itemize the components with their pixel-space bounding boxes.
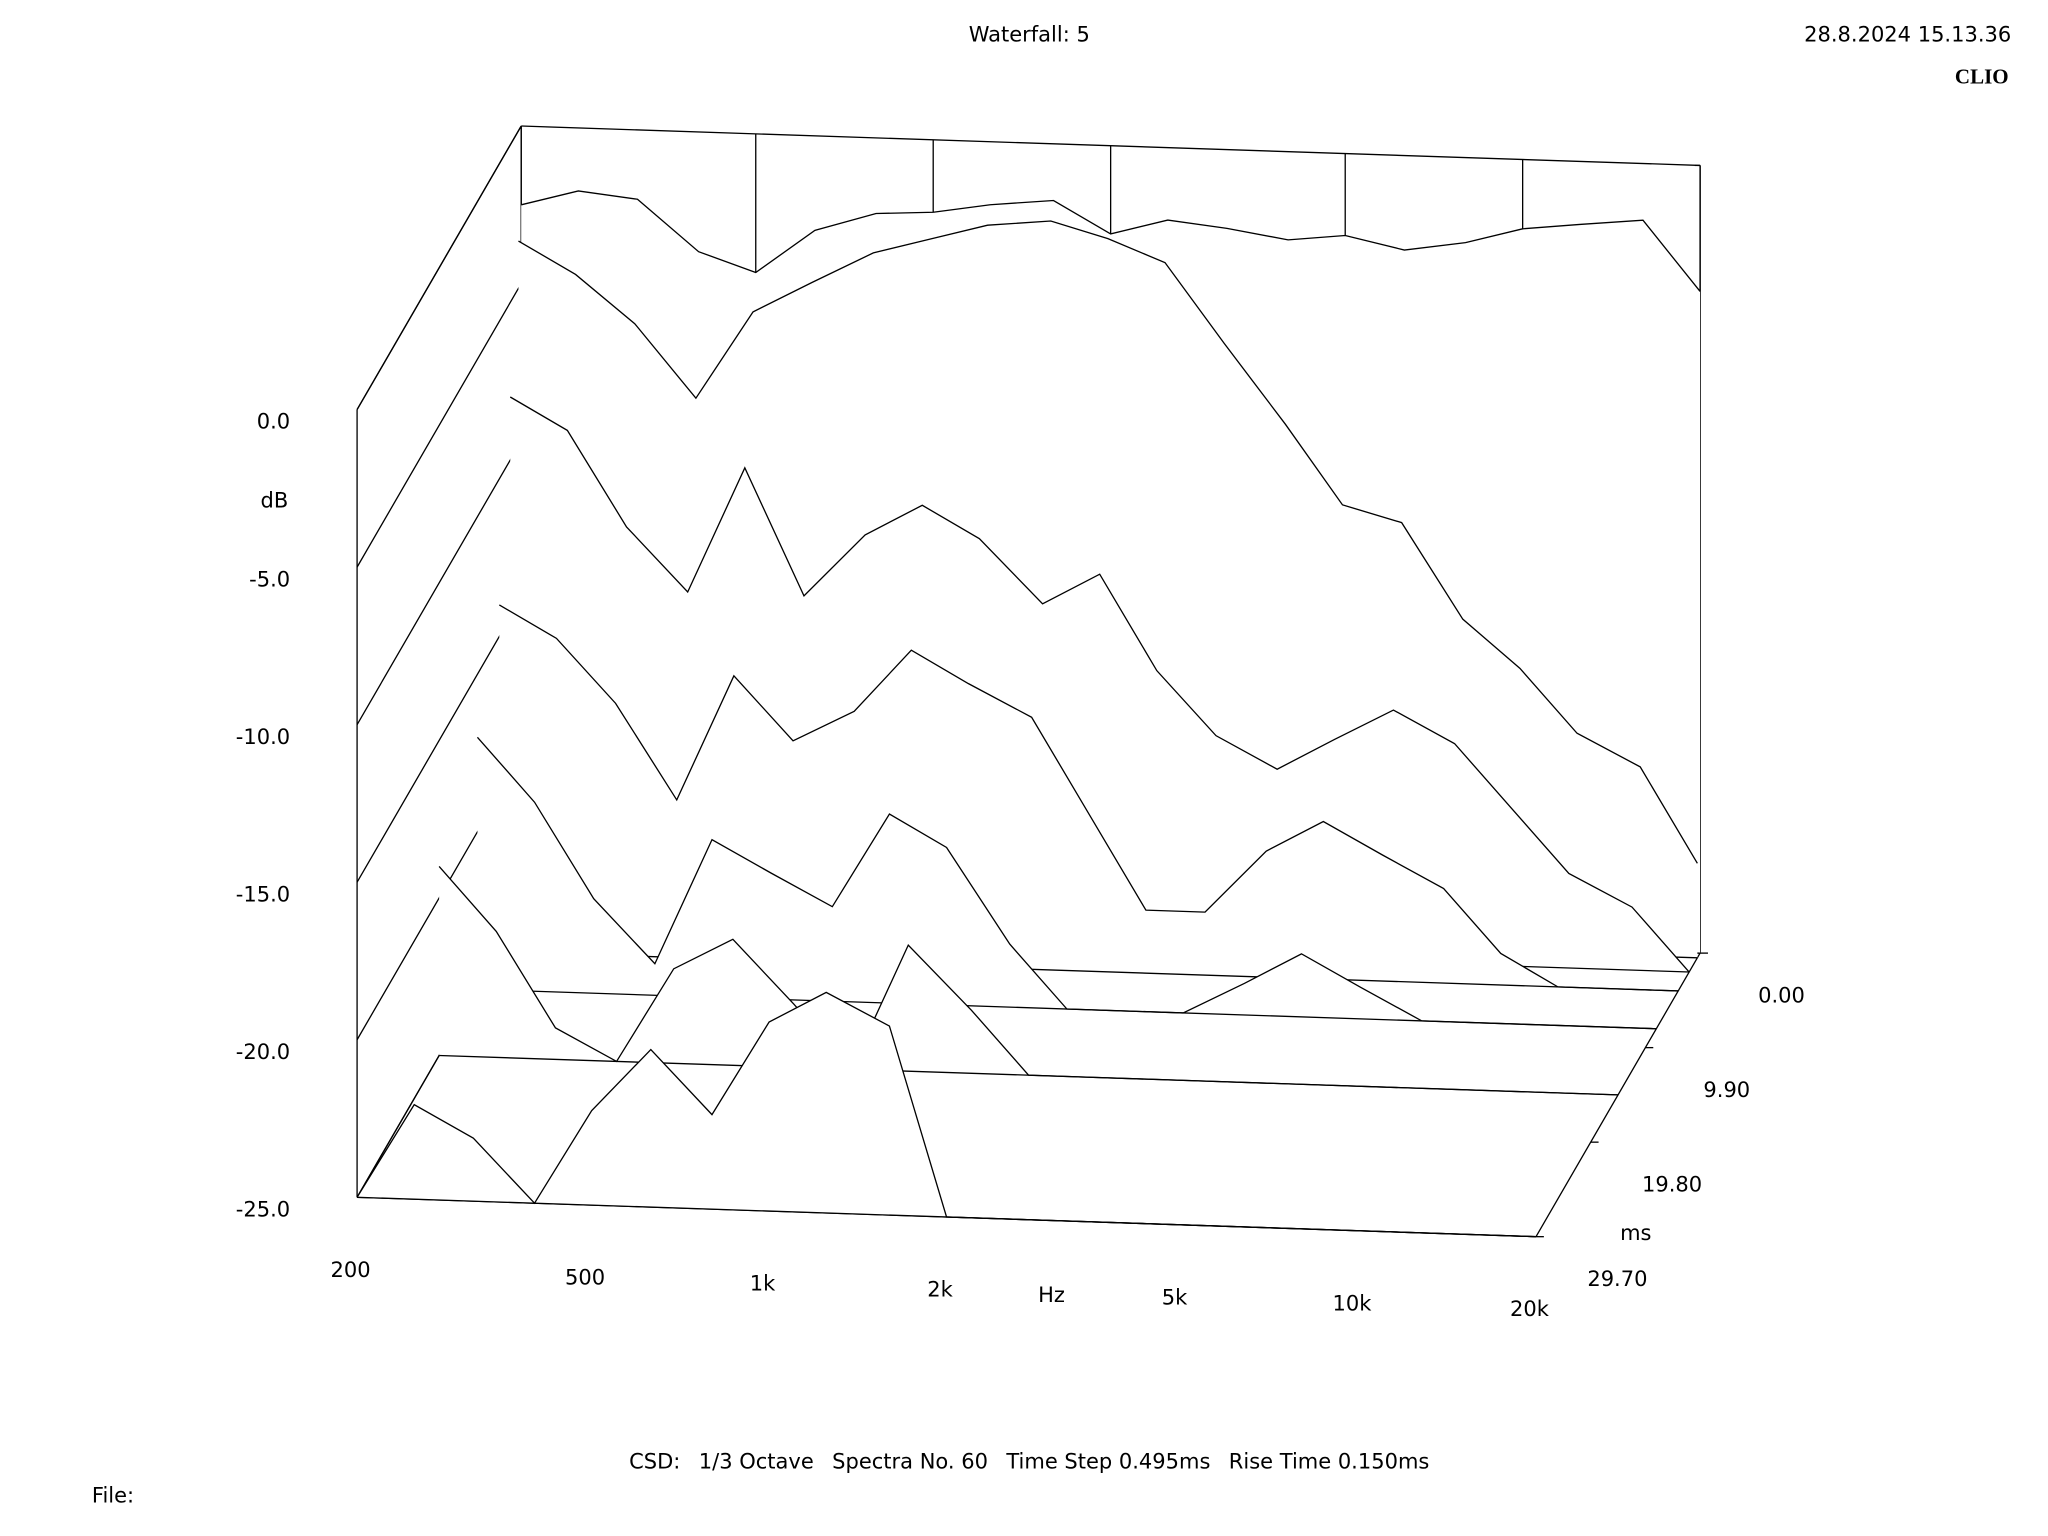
grid-line [356, 440, 522, 726]
spectrum-line [356, 991, 1537, 1238]
x-tick-label: 200 [330, 1258, 370, 1282]
spectrum-mask [357, 992, 1537, 1237]
x-tick-label: 5k [1162, 1285, 1188, 1309]
spectrum-mask [477, 737, 1657, 1029]
file-label: File: [92, 1484, 134, 1508]
y-axis-label: dB [261, 488, 289, 512]
y-tick-label: -20.0 [236, 1040, 290, 1064]
date: 28.8.2024 15.13.36 [1804, 22, 2011, 46]
footer-item: Spectra No. 60 [832, 1449, 988, 1473]
grid-line [356, 283, 522, 568]
x-tick-label: 2k [927, 1278, 953, 1302]
x-tick-label: 10k [1333, 1291, 1373, 1315]
footer-item: 1/3 Octave [699, 1449, 814, 1473]
grid-line [356, 125, 522, 410]
y-tick-label: -15.0 [236, 882, 290, 906]
y-tick-label: -25.0 [236, 1197, 290, 1221]
y-tick-label: -10.0 [236, 725, 290, 749]
spectrum-line [498, 604, 1679, 992]
footer: CSD: 1/3 Octave Spectra No. 60 Time Step 0.… [629, 1449, 1429, 1473]
y-tick-label: 0.0 [257, 410, 290, 434]
grid-line [356, 598, 522, 883]
z-tick-label: 19.80 [1642, 1172, 1702, 1196]
z-tick-label: 0.00 [1758, 983, 1805, 1007]
spectrum-mask [439, 866, 1619, 1095]
spectrum-line [438, 866, 1619, 1096]
x-tick-label: 20k [1510, 1297, 1550, 1321]
z-tick-label: 29.70 [1587, 1267, 1647, 1291]
footer-item: Time Step 0.495ms [1005, 1449, 1210, 1473]
spectrum-line [518, 220, 1698, 864]
spectrum-line [476, 736, 1657, 1030]
footer-item: CSD: [629, 1449, 680, 1473]
brand: CLIO [1955, 65, 2009, 89]
x-axis-label: Hz [1038, 1283, 1065, 1307]
chart-title: Waterfall: 5 [969, 22, 1090, 46]
x-tick-label: 500 [565, 1266, 605, 1290]
spectrum-line [509, 396, 1690, 973]
footer-item: Rise Time 0.150ms [1229, 1449, 1430, 1473]
z-tick-label: 9.90 [1703, 1078, 1750, 1102]
spectrum-line [521, 190, 1701, 292]
y-tick-label: -5.0 [249, 567, 290, 591]
x-tick-label: 1k [750, 1272, 776, 1296]
z-axis-label: ms [1620, 1221, 1651, 1245]
